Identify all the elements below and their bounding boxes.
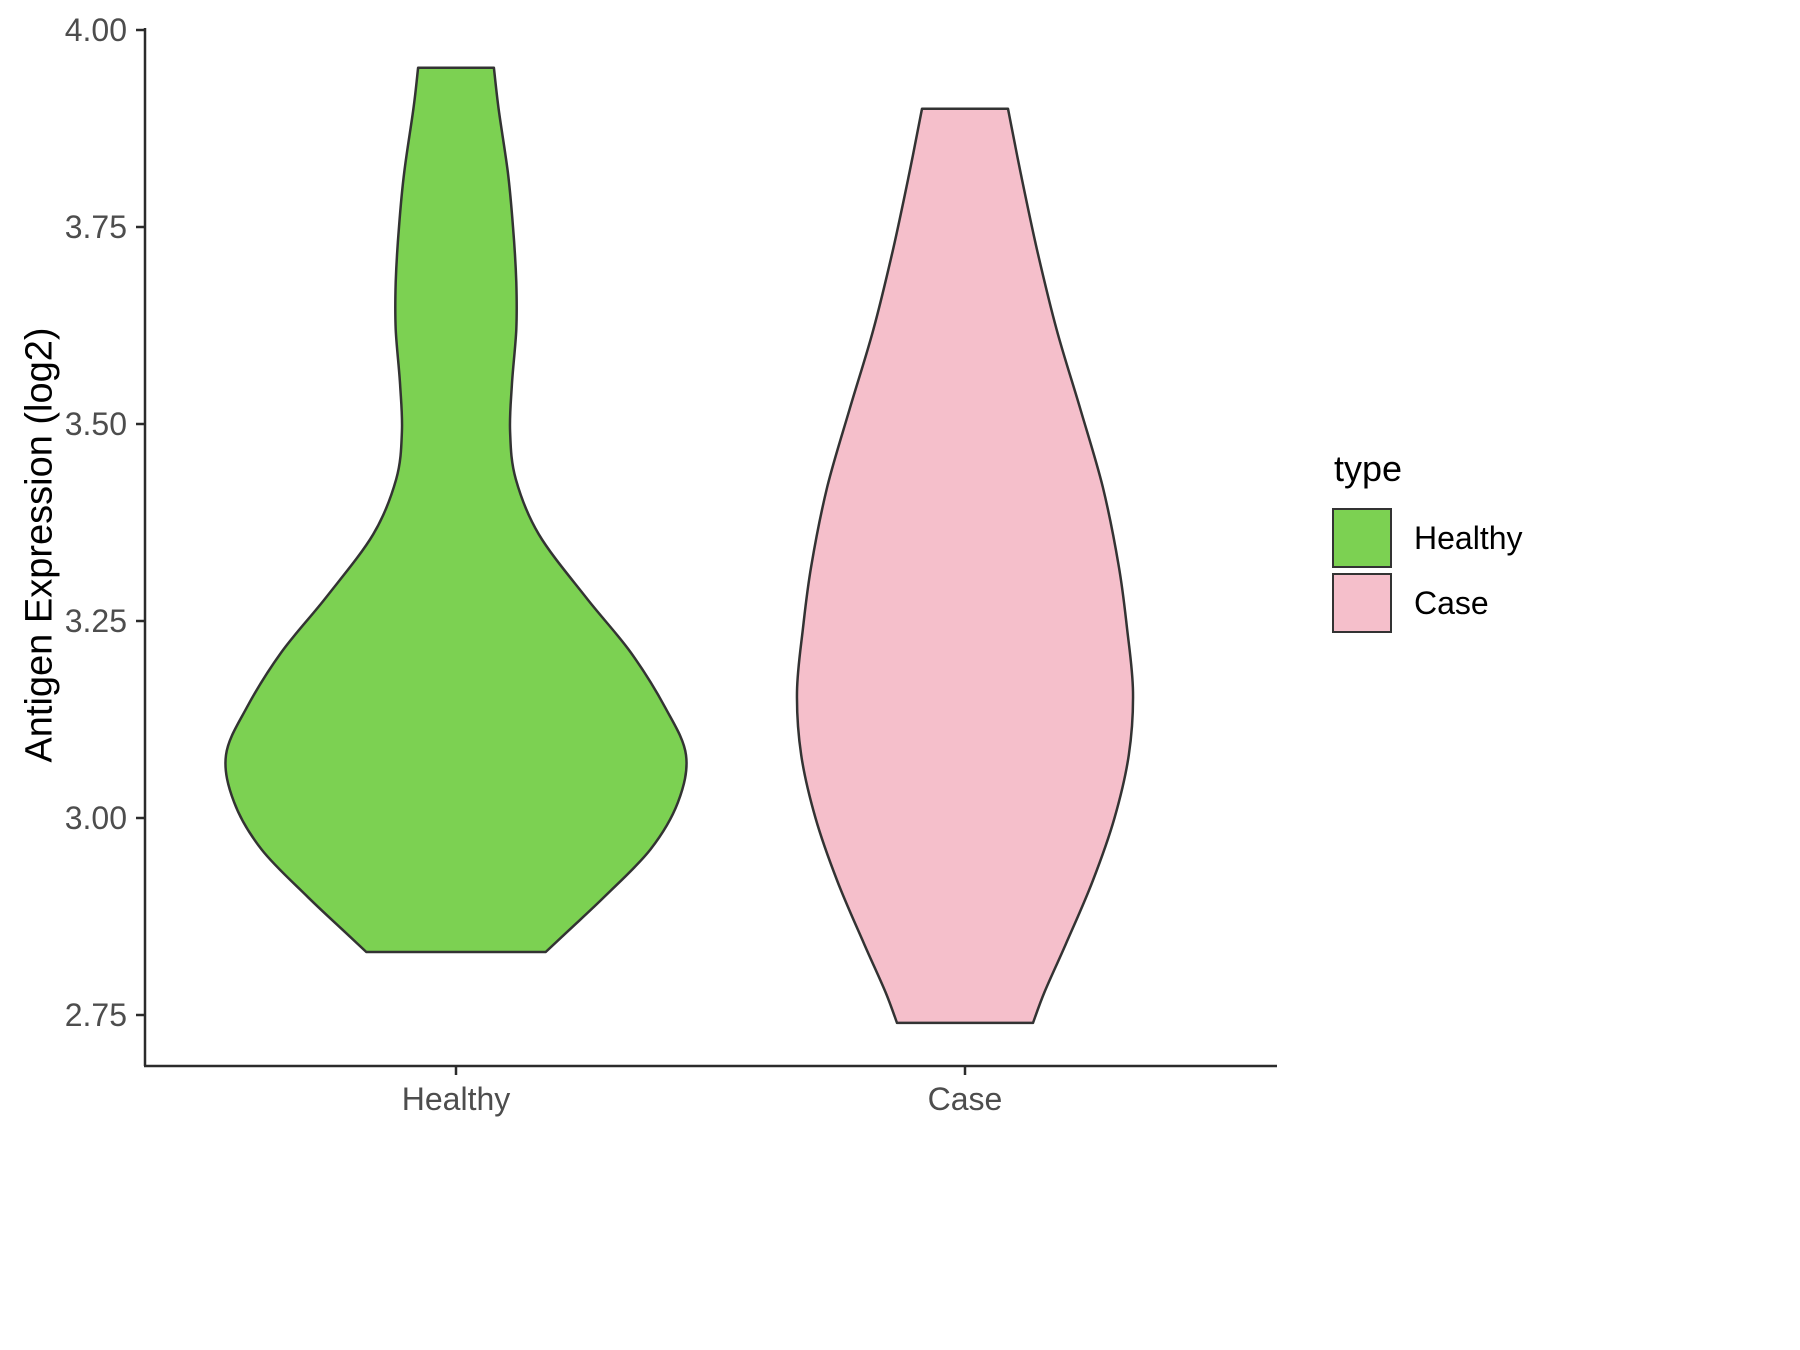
legend-title: type (1334, 448, 1403, 489)
legend-swatch-healthy (1332, 508, 1392, 568)
y-tick-label: 3.75 (65, 209, 127, 245)
violin-healthy (224, 66, 688, 954)
legend-label-healthy: Healthy (1414, 519, 1523, 556)
y-tick-label: 3.00 (65, 800, 127, 836)
legend-item-healthy: Healthy (1332, 508, 1523, 568)
legend: type Healthy Case (1332, 448, 1523, 638)
legend-label-case: Case (1414, 584, 1489, 621)
y-tick-label: 3.25 (65, 603, 127, 639)
violin-case (795, 107, 1135, 1025)
y-tick-label: 2.75 (65, 997, 127, 1033)
x-category-label: Healthy (402, 1081, 511, 1117)
y-tick-label: 4.00 (65, 12, 127, 48)
legend-swatch-case (1332, 573, 1392, 633)
legend-item-case: Case (1332, 573, 1523, 633)
x-category-label: Case (928, 1081, 1003, 1117)
y-tick-label: 3.50 (65, 406, 127, 442)
